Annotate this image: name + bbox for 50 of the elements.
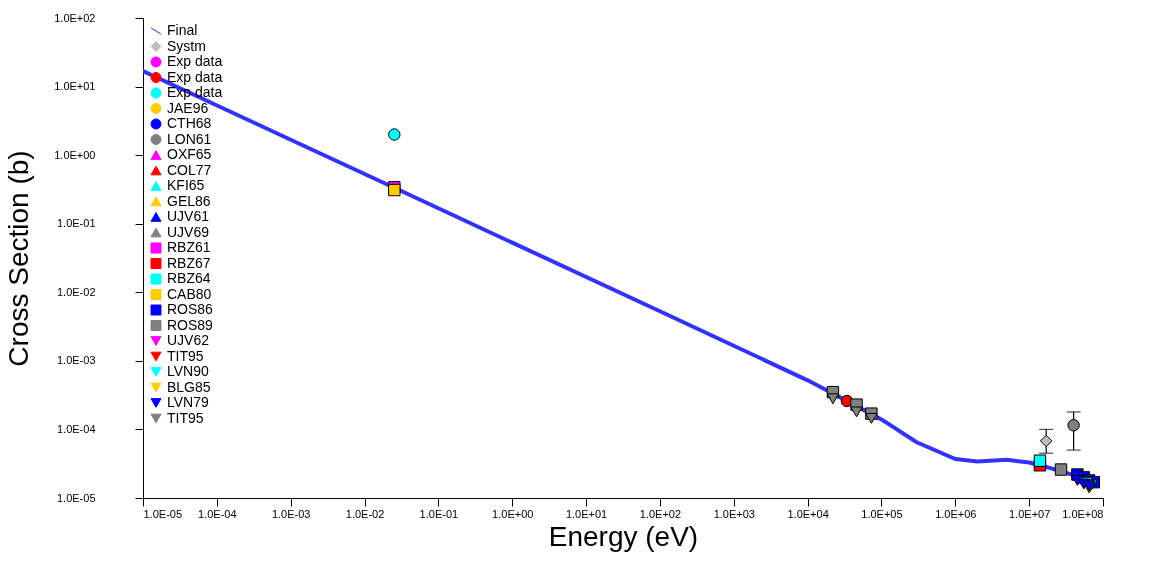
x-tick-label: 1.0E+07 bbox=[1009, 507, 1051, 520]
legend-label: LVN90 bbox=[167, 363, 209, 379]
legend-label: CTH68 bbox=[167, 115, 212, 131]
y-tick-label: 1.0E-05 bbox=[56, 491, 96, 504]
y-tick-label: 1.0E+00 bbox=[54, 148, 96, 161]
x-tick-label: 1.0E+06 bbox=[935, 507, 977, 520]
y-axis-title: Cross Section (b) bbox=[3, 150, 35, 367]
x-tick-label: 1.0E-04 bbox=[198, 507, 237, 520]
x-tick-label: 1.0E+03 bbox=[713, 507, 755, 520]
legend-label: Exp data bbox=[167, 68, 223, 85]
y-tick-label: 1.0E+02 bbox=[54, 11, 96, 24]
legend-label: LVN79 bbox=[167, 394, 209, 410]
legend-label: ROS86 bbox=[167, 301, 214, 317]
legend-label: COL77 bbox=[167, 161, 212, 178]
x-tick-label: 1.0E+04 bbox=[787, 507, 829, 520]
legend-label: GEL86 bbox=[167, 192, 211, 209]
legend-label: Exp data bbox=[167, 53, 223, 69]
legend-label: Exp data bbox=[167, 84, 223, 100]
legend-label: KFI65 bbox=[167, 177, 205, 193]
legend-label: JAE96 bbox=[167, 99, 209, 116]
y-tick-label: 1.0E-03 bbox=[56, 354, 96, 367]
legend-label: Systm bbox=[167, 37, 206, 54]
x-tick-label: 1.0E-02 bbox=[345, 507, 385, 520]
y-tick-label: 1.0E+01 bbox=[54, 80, 96, 93]
y-tick-label: 1.0E-02 bbox=[56, 285, 96, 298]
legend-label: RBZ67 bbox=[167, 254, 211, 271]
y-tick-label: 1.0E-04 bbox=[56, 422, 96, 435]
legend-label: LON61 bbox=[167, 130, 212, 147]
x-axis-title: Energy (eV) bbox=[548, 520, 699, 552]
y-tick-label: 1.0E-01 bbox=[56, 217, 96, 230]
x-tick-label: 1.0E+05 bbox=[861, 507, 903, 520]
legend-label: ROS89 bbox=[167, 316, 214, 333]
x-tick-label: 1.0E-03 bbox=[271, 507, 311, 520]
legend-label: Final bbox=[167, 22, 198, 38]
legend-label: TIT95 bbox=[167, 347, 204, 364]
legend-label: TIT95 bbox=[167, 409, 204, 426]
legend-label: CAB80 bbox=[167, 285, 212, 302]
legend-label: RBZ61 bbox=[167, 239, 211, 255]
x-tick-label: 1.0E+00 bbox=[492, 507, 534, 520]
x-tick-label: 1.0E-01 bbox=[419, 507, 459, 520]
x-tick-label: 1.0E+01 bbox=[565, 507, 608, 520]
legend-label: UJV69 bbox=[167, 223, 210, 240]
x-tick-label: 1.0E+08 bbox=[1062, 507, 1104, 520]
legend-label: RBZ64 bbox=[167, 270, 211, 286]
x-tick-label: 1.0E-05 bbox=[143, 507, 183, 520]
legend-label: UJV61 bbox=[167, 208, 210, 224]
legend-label: OXF65 bbox=[167, 146, 212, 162]
legend-label: BLG85 bbox=[167, 378, 211, 395]
x-tick-label: 1.0E+02 bbox=[639, 507, 682, 520]
legend-label: UJV62 bbox=[167, 332, 210, 348]
